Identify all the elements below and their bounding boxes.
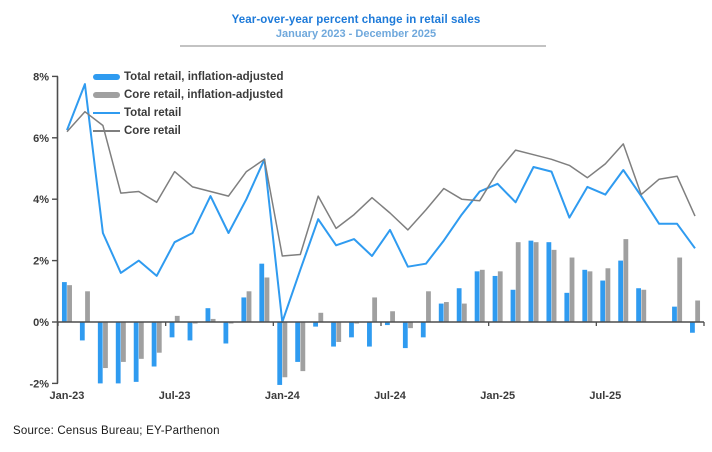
title-underline: [180, 45, 546, 47]
bar-core-retail-adj-Jul-23: [174, 315, 180, 322]
bar-core-retail-adj-Mar-25: [533, 242, 539, 322]
bar-core-retail-adj-Jun-24: [372, 297, 378, 322]
bar-total-retail-adj-Dec-25: [690, 322, 695, 333]
bar-total-retail-adj-Jul-25: [600, 280, 606, 322]
bar-total-retail-adj-Jun-24: [367, 322, 372, 347]
chart-legend: Total retail, inflation-adjusted Core ret…: [93, 68, 284, 140]
line-total-retail: [66, 83, 696, 323]
y-tick-label: 6%: [33, 133, 49, 145]
bar-core-retail-adj-Dec-23: [264, 277, 270, 322]
bar-total-retail-adj-Jan-24: [277, 322, 283, 385]
bar-total-retail-adj-Aug-23: [187, 322, 193, 341]
bar-total-retail-adj-Apr-23: [115, 322, 121, 384]
legend-label: Core retail, inflation-adjusted: [124, 89, 284, 101]
bar-core-retail-adj-Nov-25: [677, 257, 683, 322]
x-axis-label: Jul-25: [589, 390, 621, 402]
bar-core-retail-adj-Nov-24: [461, 303, 467, 322]
legend-label: Core retail: [124, 125, 181, 137]
chart-title: Year-over-year percent change in retail …: [231, 14, 481, 26]
bar-total-retail-adj-Mar-25: [528, 240, 534, 322]
bar-core-retail-adj-Jul-24: [390, 311, 395, 322]
bar-core-retail-adj-Jan-25: [497, 271, 503, 322]
source-note: Source: Census Bureau; EY-Parthenon: [13, 425, 220, 437]
bar-total-retail-adj-Apr-25: [546, 242, 552, 322]
bar-core-retail-adj-Sep-23: [210, 318, 216, 322]
bar-core-retail-adj-Feb-24: [300, 322, 306, 372]
bar-total-retail-adj-Oct-23: [223, 322, 229, 344]
bar-core-retail-adj-Apr-23: [121, 322, 126, 362]
bar-total-retail-adj-Jul-23: [169, 322, 175, 338]
x-axis-label: Jan-25: [480, 390, 515, 402]
bar-total-retail-adj-Nov-24: [456, 288, 462, 322]
bar-total-retail-adj-Jan-25: [492, 275, 498, 322]
bar-core-retail-adj-May-23: [138, 322, 144, 359]
legend-item-2: Core retail, inflation-adjusted: [93, 86, 284, 104]
bar-core-retail-adj-Jul-25: [605, 268, 611, 322]
bar-total-retail-adj-Sep-24: [420, 322, 426, 338]
bar-core-retail-adj-Apr-24: [336, 322, 342, 342]
bar-total-retail-adj-Dec-23: [259, 263, 265, 322]
bar-total-retail-adj-Feb-23: [79, 322, 85, 341]
bar-total-retail-adj-Nov-25: [672, 306, 677, 322]
bar-total-retail-adj-Mar-23: [97, 322, 103, 384]
bar-total-retail-adj-Jan-23: [61, 282, 67, 322]
y-tick-label: 4%: [33, 194, 49, 206]
bar-total-retail-adj-May-25: [564, 292, 570, 322]
bar-core-retail-adj-Apr-25: [551, 249, 557, 322]
legend-item-3: Total retail: [93, 104, 284, 122]
bar-total-retail-adj-Mar-24: [313, 322, 318, 327]
bar-total-retail-adj-Feb-24: [295, 322, 301, 362]
bar-core-retail-adj-Mar-23: [103, 322, 108, 369]
bar-total-retail-adj-May-23: [133, 322, 139, 382]
bar-total-retail-adj-Sep-23: [205, 308, 211, 322]
bar-total-retail-adj-Aug-25: [618, 260, 624, 322]
bar-total-retail-adj-Apr-24: [331, 322, 336, 347]
y-tick-label: 2%: [33, 256, 49, 268]
bar-total-retail-adj-Sep-25: [636, 288, 641, 322]
bar-core-retail-adj-Jan-23: [67, 285, 72, 322]
x-axis-label: Jul-24: [374, 390, 407, 402]
legend-item-1: Total retail, inflation-adjusted: [93, 68, 284, 86]
bar-total-retail-adj-Jun-25: [582, 269, 588, 322]
line-core-retail: [66, 110, 696, 257]
bar-total-retail-adj-May-24: [349, 322, 354, 338]
bar-core-retail-adj-Feb-23: [85, 291, 90, 322]
legend-swatch-icon: [93, 74, 120, 80]
bar-total-retail-adj-Jul-24: [384, 322, 390, 326]
bar-core-retail-adj-Oct-24: [444, 302, 449, 322]
bar-core-retail-adj-Aug-25: [623, 239, 629, 322]
bar-core-retail-adj-Jun-23: [156, 322, 162, 353]
bar-total-retail-adj-Aug-24: [402, 322, 408, 349]
bar-core-retail-adj-Feb-25: [515, 242, 521, 322]
bar-total-retail-adj-Feb-25: [510, 289, 516, 322]
bar-core-retail-adj-Dec-25: [695, 300, 701, 322]
y-tick-label: -2%: [29, 378, 49, 390]
legend-label: Total retail, inflation-adjusted: [124, 71, 284, 83]
legend-swatch-icon: [93, 92, 120, 98]
legend-label: Total retail: [124, 107, 182, 119]
bar-total-retail-adj-Dec-24: [474, 271, 480, 322]
legend-swatch-icon: [93, 130, 120, 132]
bar-total-retail-adj-Jun-23: [151, 322, 157, 367]
bar-core-retail-adj-May-25: [569, 257, 575, 322]
legend-swatch-icon: [93, 112, 120, 114]
bar-core-retail-adj-Dec-24: [479, 269, 485, 322]
bar-core-retail-adj-Jan-24: [282, 322, 288, 378]
x-axis-label: Jan-23: [50, 390, 85, 402]
y-tick-label: 8%: [33, 71, 49, 83]
chart-subtitle: January 2023 - December 2025: [275, 28, 437, 40]
y-tick-label: 0%: [33, 317, 49, 329]
x-axis-label: Jan-24: [265, 390, 301, 402]
bar-core-retail-adj-Nov-23: [246, 291, 252, 322]
bar-total-retail-adj-Oct-24: [438, 303, 444, 322]
bar-core-retail-adj-Aug-24: [408, 322, 413, 329]
bar-core-retail-adj-Jun-25: [587, 271, 593, 322]
legend-item-4: Core retail: [93, 122, 284, 140]
bar-total-retail-adj-Nov-23: [241, 297, 247, 322]
x-axis-label: Jul-23: [159, 390, 191, 402]
bar-core-retail-adj-Sep-24: [426, 291, 431, 322]
bar-core-retail-adj-Mar-24: [318, 312, 324, 322]
bar-core-retail-adj-Sep-25: [641, 289, 647, 322]
